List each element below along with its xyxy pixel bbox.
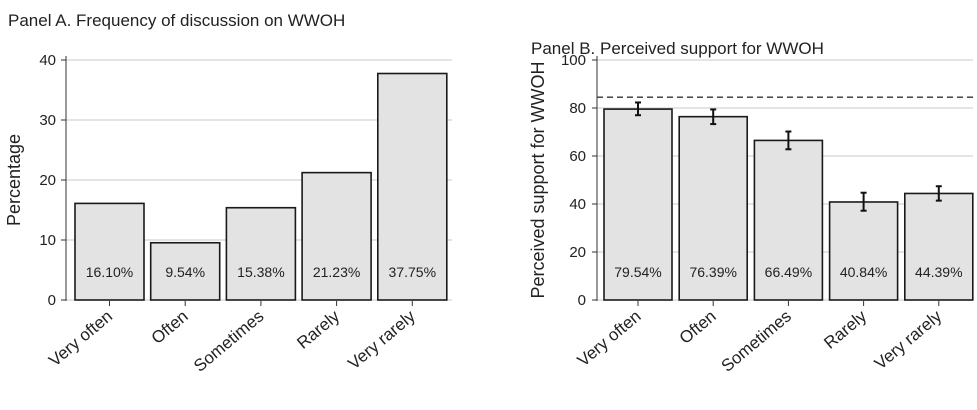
panel-a-data-label: 9.54%	[165, 264, 205, 280]
panel-b-category-label: Rarely	[820, 306, 870, 352]
panel-b-y-tick-label: 100	[561, 52, 586, 69]
panel-b-category-label: Often	[676, 307, 720, 348]
panel-b-y-tick-label: 80	[569, 100, 586, 117]
panel-b-data-label: 76.39%	[689, 264, 736, 280]
panel-a-title: Panel A. Frequency of discussion on WWOH	[8, 11, 345, 30]
panel-a-y-tick-label: 20	[39, 172, 56, 189]
panel-b-bar	[903, 192, 974, 301]
panel-a-data-label: 16.10%	[86, 264, 133, 280]
panel-a-category-label: Very often	[45, 307, 116, 371]
panel-b-y-tick-label: 60	[569, 148, 586, 165]
panel-a-y-tick-label: 40	[39, 52, 56, 69]
panel-b-y-axis-label: Perceived support for WWOH	[528, 61, 548, 298]
panel-a-data-label: 21.23%	[313, 264, 360, 280]
panel-a-y-axis-label: Percentage	[4, 134, 24, 226]
panel-a-y-tick-label: 10	[39, 232, 56, 249]
panel-a-y-tick-label: 30	[39, 112, 56, 129]
panel-b-bar	[678, 115, 749, 301]
panel-b-data-label: 79.54%	[614, 264, 661, 280]
panel-a-category-label: Often	[148, 307, 192, 348]
panel-b-data-label: 40.84%	[840, 264, 887, 280]
panel-a-category-label: Sometimes	[190, 307, 267, 376]
panel-b-bar	[753, 139, 824, 301]
panel-b-category-label: Very rarely	[871, 306, 946, 373]
panel-b-category-label: Very often	[574, 307, 645, 371]
panel-a-bar	[149, 241, 221, 301]
panel-b-bar	[828, 201, 899, 301]
panel-a-data-label: 37.75%	[389, 264, 436, 280]
panel-b-data-label: 66.49%	[765, 264, 812, 280]
panel-a-category-label: Rarely	[293, 306, 343, 352]
panel-b-data-label: 44.39%	[915, 264, 962, 280]
panel-b-title: Panel B. Perceived support for WWOH	[531, 39, 824, 58]
panel-b-category-label: Sometimes	[718, 307, 795, 376]
panel-a-data-label: 15.38%	[237, 264, 284, 280]
panel-a-bar	[301, 171, 372, 301]
panel-a-y-tick-label: 0	[48, 292, 56, 309]
panel-a-bar	[225, 206, 297, 301]
panel-b-y-tick-label: 20	[569, 244, 586, 261]
panel-a-bar	[74, 202, 145, 301]
panel-a-category-label: Very rarely	[344, 306, 419, 373]
panel-a-bar	[376, 72, 448, 301]
panel-b-y-tick-label: 40	[569, 196, 586, 213]
panel-b-bar	[603, 108, 673, 301]
panel-b-y-tick-label: 0	[578, 292, 586, 309]
